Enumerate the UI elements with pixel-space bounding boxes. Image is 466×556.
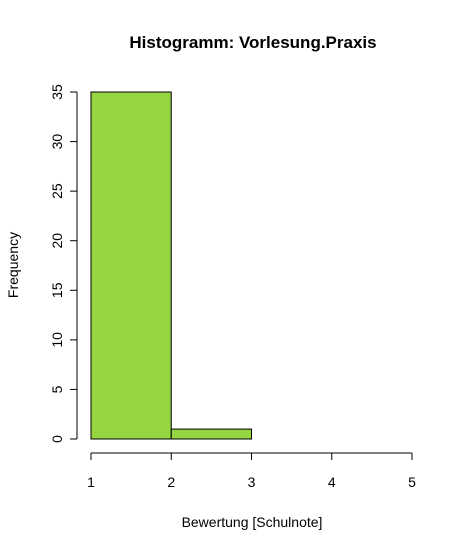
y-axis: 0 5 10 15 20 25 30 35 [49,84,78,443]
x-tick-label: 2 [167,474,175,490]
x-tick-label: 3 [248,474,256,490]
x-tick-label: 5 [408,474,416,490]
x-tick-label: 4 [328,474,336,490]
y-tick-label: 35 [49,84,65,100]
y-tick-label: 0 [49,435,65,443]
x-tick-label: 1 [87,474,95,490]
y-tick-label: 10 [49,332,65,348]
y-axis-label: Frequency [5,232,21,298]
x-axis-label: Bewertung [Schulnote] [182,514,323,530]
histogram-bar-2-3 [170,428,252,440]
y-tick-label: 30 [49,134,65,150]
histogram-bar-1-2 [90,91,172,440]
y-tick-label: 5 [49,385,65,393]
y-tick-label: 15 [49,282,65,298]
y-tick-label: 25 [49,183,65,199]
x-axis: 1 2 3 4 5 [87,452,416,490]
y-tick-label: 20 [49,233,65,249]
chart-title: Histogramm: Vorlesung.Praxis [129,33,376,52]
bars-group [90,91,252,440]
